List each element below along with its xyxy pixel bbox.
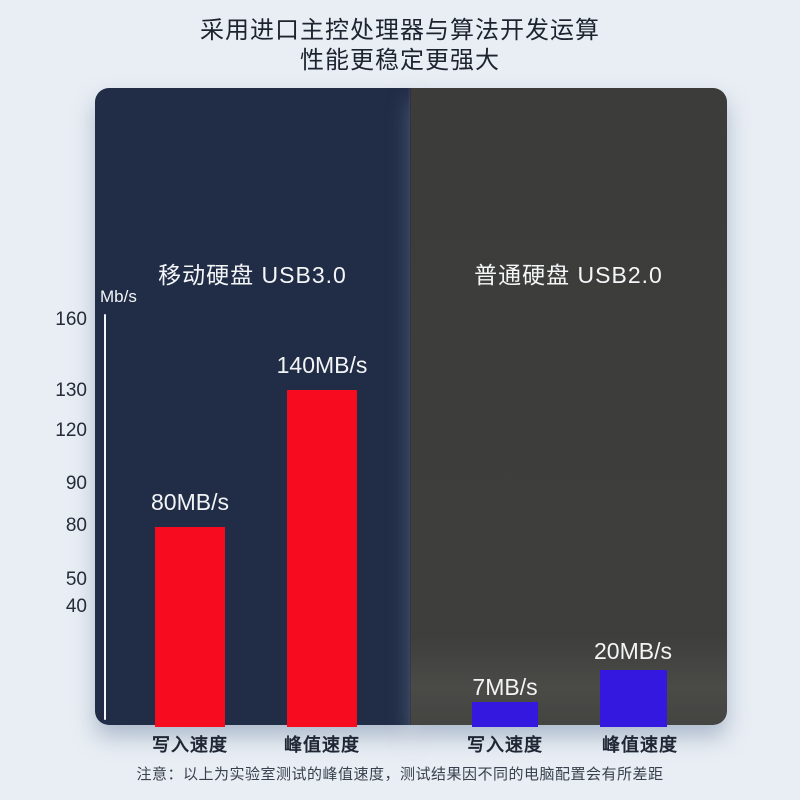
value-label-usb2-peak: 20MB/s xyxy=(594,638,672,664)
y-tick-90: 90 xyxy=(65,473,87,494)
page-title: 采用进口主控处理器与算法开发运算 性能更稳定更强大 xyxy=(0,16,800,76)
page-title-line2: 性能更稳定更强大 xyxy=(300,47,500,74)
category-label-usb2-peak: 峰值速度 xyxy=(602,735,678,755)
bar-usb2-write-speed xyxy=(472,702,538,727)
bar-usb3-peak-speed xyxy=(287,390,357,727)
usb2-panel-header: 普通硬盘 USB2.0 xyxy=(474,262,663,288)
y-axis-unit-label: Mb/s xyxy=(100,287,137,306)
value-label-usb2-write: 7MB/s xyxy=(472,674,538,700)
value-label-usb3-write: 80MB/s xyxy=(151,489,229,515)
value-label-usb3-peak: 140MB/s xyxy=(276,352,368,378)
panel-divider xyxy=(408,88,411,725)
footnote: 注意：以上为实验室测试的峰值速度，测试结果因不同的电脑配置会有所差距 xyxy=(136,766,664,783)
usb2-panel: 普通硬盘 USB2.0 xyxy=(410,88,727,725)
y-tick-130: 130 xyxy=(55,380,87,401)
y-tick-80: 80 xyxy=(65,515,87,536)
usb3-panel-header: 移动硬盘 USB3.0 xyxy=(158,262,347,288)
y-axis-line xyxy=(104,314,106,720)
y-tick-120: 120 xyxy=(55,420,87,441)
page-title-line1: 采用进口主控处理器与算法开发运算 xyxy=(200,17,600,44)
y-tick-160: 160 xyxy=(55,309,87,330)
bar-usb3-write-speed xyxy=(155,527,225,727)
y-tick-50: 50 xyxy=(65,569,87,590)
category-label-usb3-write: 写入速度 xyxy=(152,735,228,755)
bar-usb2-peak-speed xyxy=(600,670,667,727)
category-label-usb2-write: 写入速度 xyxy=(467,735,543,755)
y-tick-40: 40 xyxy=(65,596,87,617)
usb3-panel: 移动硬盘 USB3.0 xyxy=(95,88,410,725)
category-label-usb3-peak: 峰值速度 xyxy=(284,735,360,755)
